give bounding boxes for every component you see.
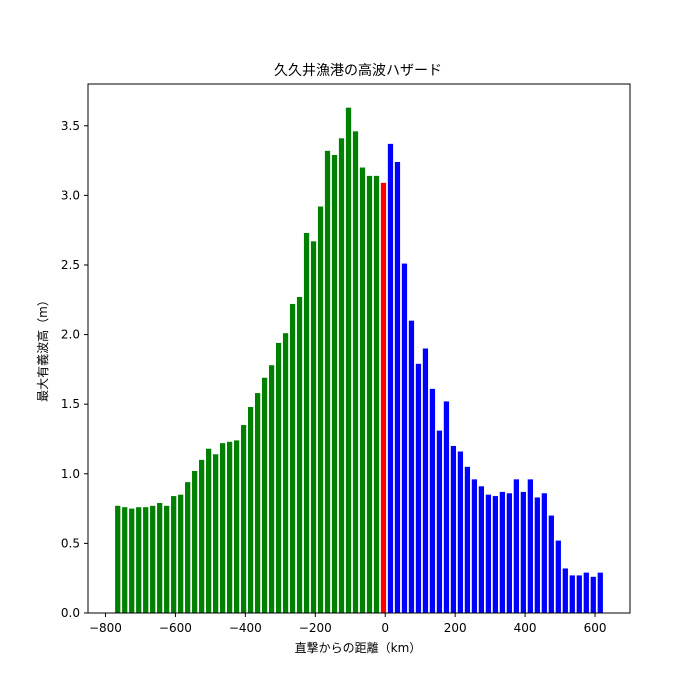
bar xyxy=(227,441,233,613)
bar xyxy=(576,575,582,613)
bar xyxy=(513,479,519,613)
y-tick-label: 2.5 xyxy=(61,258,80,272)
bar xyxy=(583,572,589,613)
bar xyxy=(387,143,394,614)
bar xyxy=(485,494,492,613)
x-tick-label: 400 xyxy=(514,621,537,635)
bar xyxy=(303,232,310,613)
bar xyxy=(220,443,226,613)
x-tick-label: −200 xyxy=(299,621,332,635)
bar xyxy=(415,363,422,613)
bar xyxy=(548,515,554,613)
y-tick-label: 1.0 xyxy=(61,467,80,481)
bar xyxy=(254,393,261,613)
bar xyxy=(345,107,352,614)
bar xyxy=(394,161,401,613)
y-tick-label: 0.5 xyxy=(61,536,80,550)
bar xyxy=(143,507,149,613)
bar xyxy=(115,505,121,613)
bar xyxy=(247,406,254,613)
bar xyxy=(164,505,170,613)
y-tick-label: 1.5 xyxy=(61,397,80,411)
bar xyxy=(597,572,603,613)
bar xyxy=(527,479,533,613)
bar xyxy=(401,263,408,613)
y-tick-label: 3.5 xyxy=(61,119,80,133)
bar xyxy=(534,497,540,613)
bar xyxy=(136,507,142,613)
bar xyxy=(122,507,128,613)
x-tick-label: 0 xyxy=(381,621,389,635)
bar xyxy=(499,491,505,613)
y-tick-label: 0.0 xyxy=(61,606,80,620)
bar xyxy=(492,496,498,613)
x-tick-label: −600 xyxy=(159,621,192,635)
bar xyxy=(275,342,282,613)
bar xyxy=(366,175,373,613)
bar xyxy=(171,496,177,613)
y-axis-label: 最大有義波高（m） xyxy=(35,294,50,402)
chart-title: 久久井漁港の高波ハザード xyxy=(274,62,442,79)
x-tick-label: 200 xyxy=(444,621,467,635)
bar xyxy=(310,241,317,613)
bar xyxy=(569,575,575,613)
bar xyxy=(422,348,429,613)
bar xyxy=(520,491,526,613)
bar xyxy=(506,493,512,613)
bar xyxy=(436,430,443,613)
bar xyxy=(199,459,205,613)
bars-group xyxy=(115,107,603,614)
bar xyxy=(471,479,478,613)
bar xyxy=(562,568,568,613)
bar xyxy=(268,365,275,613)
bar xyxy=(408,320,415,613)
bar xyxy=(478,486,485,613)
bar xyxy=(324,150,331,613)
bar xyxy=(240,425,247,613)
bar xyxy=(296,296,303,613)
bar xyxy=(338,138,345,614)
bar xyxy=(282,333,289,613)
bar xyxy=(206,448,212,613)
bar xyxy=(380,182,387,613)
bar xyxy=(178,494,184,613)
bar xyxy=(443,401,450,613)
x-tick-label: 600 xyxy=(584,621,607,635)
bar xyxy=(352,131,359,613)
bar xyxy=(157,503,163,613)
bar xyxy=(192,471,198,613)
bar xyxy=(359,167,366,613)
bar xyxy=(457,451,464,613)
bar xyxy=(150,505,156,613)
x-axis: −800 −600 −400 −200 0 200 400 600 xyxy=(89,613,606,635)
bar xyxy=(450,445,457,613)
bar xyxy=(261,377,268,613)
bar xyxy=(429,388,436,613)
plot-frame xyxy=(87,83,631,614)
y-tick-label: 2.0 xyxy=(61,328,80,342)
y-tick-label: 3.0 xyxy=(61,188,80,202)
x-tick-label: −800 xyxy=(89,621,122,635)
bar xyxy=(555,540,561,613)
bar xyxy=(464,466,471,613)
bar xyxy=(289,303,296,613)
x-tick-label: −400 xyxy=(229,621,262,635)
y-axis: 0.0 0.5 1.0 1.5 2.0 2.5 3.0 3.5 xyxy=(61,119,88,620)
bar xyxy=(185,482,191,613)
bar xyxy=(331,155,338,613)
bar xyxy=(373,175,380,613)
bar xyxy=(317,206,324,613)
x-axis-label: 直撃からの距離（km） xyxy=(295,640,422,655)
bar xyxy=(541,493,547,613)
bar xyxy=(129,508,135,613)
bar xyxy=(213,454,219,613)
bar xyxy=(590,576,596,613)
bar xyxy=(233,440,240,613)
